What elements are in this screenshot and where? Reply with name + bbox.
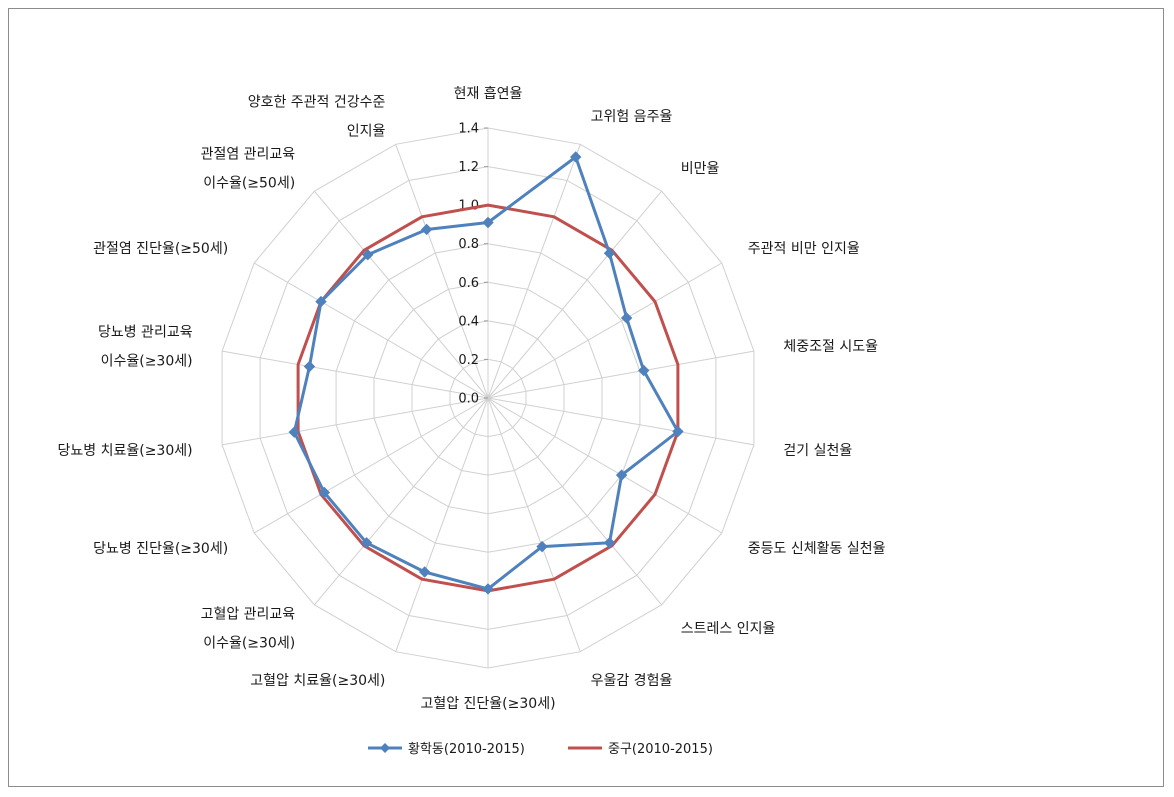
- legend-label: 중구(2010-2015): [608, 742, 713, 757]
- spoke: [487, 350, 754, 399]
- radar-spokes: [222, 128, 754, 668]
- chart-frame: [8, 8, 1164, 787]
- category-label-line: 관절염 관리교육: [201, 147, 296, 163]
- data-point: [482, 583, 494, 595]
- data-point: [315, 295, 327, 308]
- data-point: [303, 360, 316, 373]
- category-label: 관절염 진단율(≥50세): [93, 241, 228, 257]
- spoke: [487, 262, 723, 399]
- data-point: [318, 486, 331, 499]
- category-label-line: 중등도 신체활동 실천율: [748, 541, 886, 557]
- category-label-line: 체중조절 시도율: [783, 339, 878, 355]
- data-point: [620, 312, 633, 324]
- tick-label: 0.0: [458, 392, 479, 407]
- category-label-line: 고혈압 치료율(≥30세): [250, 673, 385, 689]
- data-point: [638, 364, 650, 377]
- category-label: 현재 흡연율: [454, 86, 523, 102]
- data-point: [672, 425, 684, 438]
- data-point: [536, 540, 548, 553]
- spoke: [487, 397, 754, 446]
- data-point: [420, 223, 433, 236]
- spoke: [395, 397, 489, 652]
- category-label: 비만율: [681, 161, 720, 177]
- category-label-line: 이수율(≥30세): [101, 353, 193, 369]
- legend: 황학동(2010-2015) 중구(2010-2015): [368, 742, 713, 757]
- category-label-line: 스트레스 인지율: [681, 621, 776, 637]
- category-label-line: 걷기 실천율: [783, 443, 852, 459]
- category-label: 걷기 실천율: [783, 443, 852, 459]
- spoke: [487, 190, 662, 399]
- legend-label: 황학동(2010-2015): [408, 742, 525, 757]
- category-label-line: 이수율(≥50세): [203, 176, 295, 192]
- category-label-line: 인지율: [347, 124, 386, 140]
- category-label: 주관적 비만 인지율: [748, 241, 860, 257]
- category-label-line: 고혈압 관리교육: [201, 606, 296, 622]
- category-label: 고위험 음주율: [591, 109, 673, 125]
- category-label: 중등도 신체활동 실천율: [748, 541, 886, 557]
- category-label: 체중조절 시도율: [783, 339, 878, 355]
- tick-label: 0.4: [458, 314, 479, 329]
- data-point: [570, 151, 582, 163]
- legend-item: 중구(2010-2015): [568, 742, 713, 757]
- tick-label: 0.8: [458, 237, 479, 252]
- data-point: [615, 469, 628, 481]
- spoke: [253, 397, 489, 534]
- spoke: [222, 350, 489, 399]
- spoke: [487, 144, 581, 399]
- category-label-line: 당뇨병 치료율(≥30세): [58, 443, 193, 459]
- spoke: [487, 397, 581, 652]
- category-label-line: 고혈압 진단율(≥30세): [420, 696, 555, 712]
- data-point: [603, 247, 616, 259]
- spoke: [222, 397, 489, 446]
- data-point: [603, 537, 616, 549]
- category-label: 스트레스 인지율: [681, 621, 776, 637]
- category-label-line: 당뇨병 진단율(≥30세): [93, 541, 228, 557]
- spoke: [487, 397, 723, 534]
- category-label: 당뇨병 치료율(≥30세): [58, 443, 193, 459]
- series-layer: [288, 151, 684, 595]
- spoke: [253, 262, 489, 399]
- legend-marker: [380, 743, 390, 753]
- spoke: [314, 190, 489, 399]
- category-label: 우울감 경험율: [591, 673, 673, 689]
- category-label-line: 당뇨병 관리교육: [98, 324, 193, 340]
- category-label-line: 관절염 진단율(≥50세): [93, 241, 228, 257]
- spoke: [487, 397, 662, 606]
- data-point: [362, 248, 374, 261]
- category-label-line: 현재 흡연율: [454, 86, 523, 102]
- data-point: [482, 216, 494, 229]
- series: [288, 151, 684, 595]
- data-point: [418, 566, 431, 578]
- category-label-line: 우울감 경험율: [591, 673, 673, 689]
- tick-label: 1.4: [458, 122, 479, 137]
- data-point: [288, 426, 300, 438]
- category-label-line: 고위험 음주율: [591, 109, 673, 125]
- legend-item: 황학동(2010-2015): [368, 742, 525, 757]
- category-label-line: 비만율: [681, 161, 720, 177]
- tick-label: 0.2: [458, 353, 479, 368]
- category-label: 고혈압 진단율(≥30세): [420, 696, 555, 712]
- data-point: [360, 537, 373, 549]
- radial-axis: 0.00.20.40.60.81.01.21.4: [458, 122, 488, 407]
- category-label-line: 주관적 비만 인지율: [748, 241, 860, 257]
- category-label-line: 양호한 주관적 건강수준: [248, 95, 386, 111]
- category-label: 고혈압 치료율(≥30세): [250, 673, 385, 689]
- spoke: [314, 397, 489, 606]
- tick-label: 1.2: [458, 160, 479, 175]
- spoke: [395, 144, 489, 399]
- category-label-line: 이수율(≥30세): [203, 635, 295, 651]
- category-label: 당뇨병 진단율(≥30세): [93, 541, 228, 557]
- tick-label: 0.6: [458, 276, 479, 291]
